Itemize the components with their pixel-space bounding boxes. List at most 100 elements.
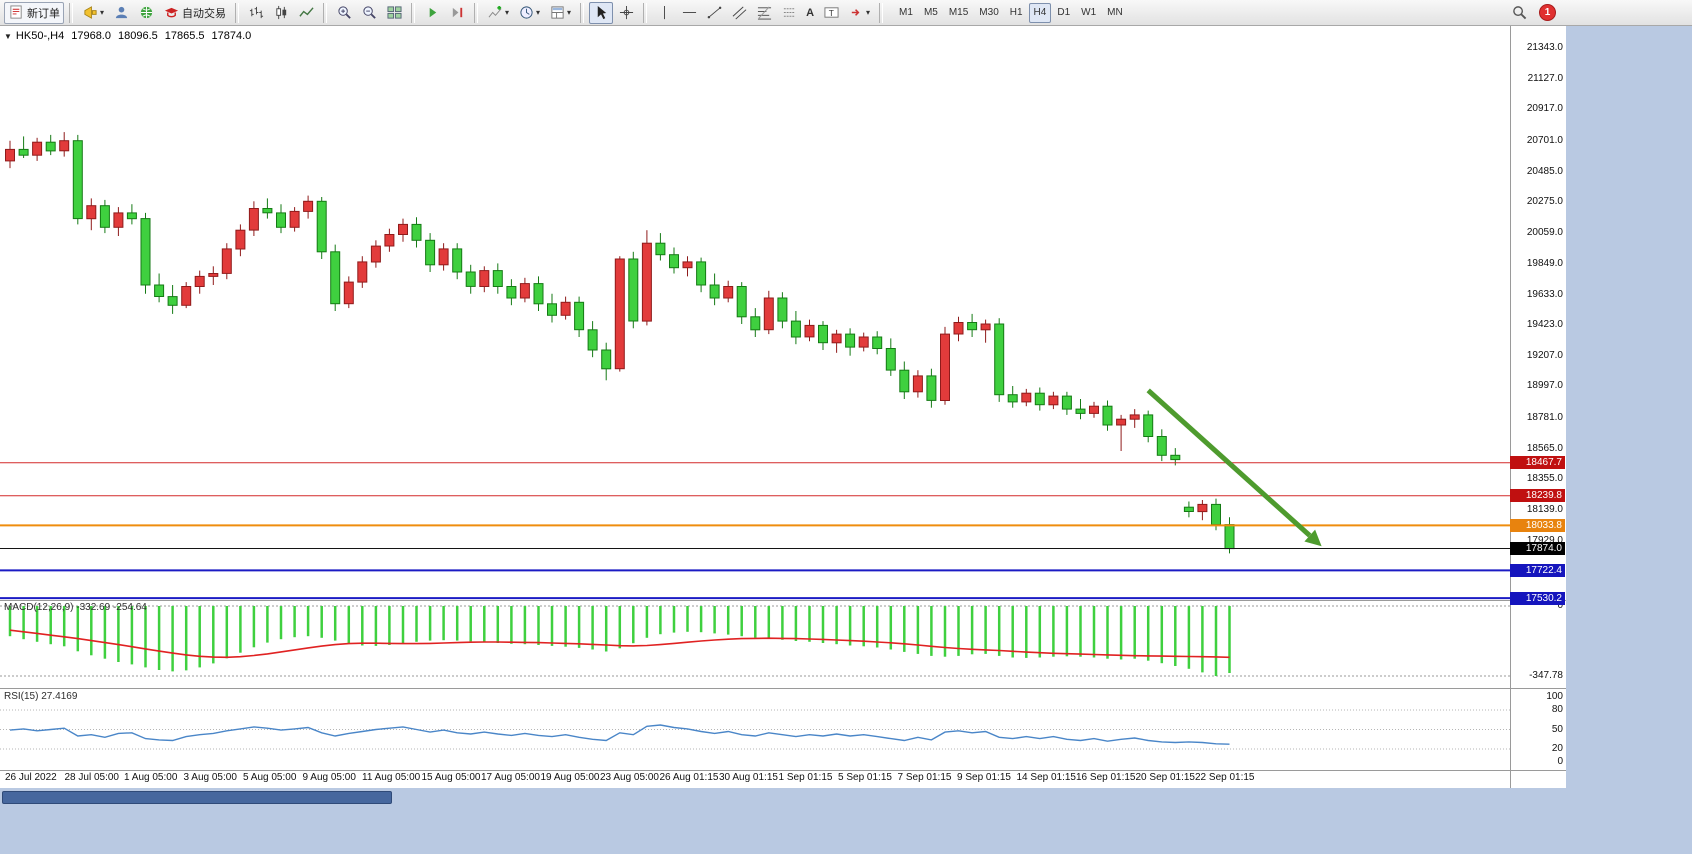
price-axis-label: 19423.0 [1526, 318, 1563, 330]
separator [879, 2, 884, 23]
price-line-tag: 18033.8 [1510, 518, 1565, 532]
symbol-timeframe: HK50-,H4 [15, 30, 65, 42]
auto-scroll-button[interactable] [420, 2, 444, 24]
channel-tool-button[interactable] [727, 2, 751, 24]
rsi-axis-label: 50 [1551, 723, 1563, 735]
ohlc-open: 17968.0 [71, 30, 111, 42]
clock-icon [518, 5, 534, 21]
price-line-tag: 18239.8 [1510, 489, 1565, 503]
price-axis-label: 18565.0 [1526, 442, 1563, 454]
macd-label: MACD(12,26,9) -332.69 -254.64 [4, 602, 147, 613]
ohlc-close: 17874.0 [211, 30, 252, 42]
grid-tool-button[interactable] [777, 2, 801, 24]
svg-text:T: T [828, 8, 833, 18]
community-button[interactable] [134, 2, 158, 24]
panel-separators [0, 26, 1566, 788]
chart-window[interactable]: ▼ HK50-,H4 17968.0 18096.5 17865.5 17874.0 MA… [0, 26, 1566, 788]
vertical-line-tool-button[interactable] [652, 2, 676, 24]
horizontal-scrollbar[interactable] [2, 791, 392, 804]
timeframe-button-H4[interactable]: H4 [1028, 2, 1052, 23]
timeframe-button-M15[interactable]: M15 [944, 3, 973, 23]
fibonacci-tool-button[interactable] [752, 2, 776, 24]
horizontal-line-tool-button[interactable] [677, 2, 701, 24]
cursor-icon [593, 5, 609, 21]
time-axis-label: 5 Aug 05:00 [243, 772, 297, 783]
text-tool-button[interactable]: A [802, 2, 818, 24]
trend-arrow[interactable] [1146, 388, 1322, 547]
price-axis-label: 20275.0 [1526, 196, 1563, 208]
timeframe-button-D1[interactable]: D1 [1052, 3, 1075, 23]
trendline-tool-button[interactable] [702, 2, 726, 24]
macd-axis-label: -347.78 [1529, 670, 1563, 681]
price-axis-label: 17929.0 [1526, 534, 1563, 546]
indicators-button[interactable]: ▾ [483, 2, 513, 24]
line-chart-button[interactable] [294, 2, 318, 24]
cursor-tool-button[interactable] [589, 1, 614, 24]
rsi-axis-label: 0 [1557, 756, 1563, 767]
price-axis-label: 18781.0 [1526, 411, 1563, 423]
timeframe-button-M5[interactable]: M5 [919, 3, 943, 23]
timeframe-button-MN[interactable]: MN [1102, 3, 1128, 23]
price-axis-label: 18139.0 [1526, 504, 1563, 516]
timeframe-button-W1[interactable]: W1 [1076, 3, 1101, 23]
price-axis-label: 19207.0 [1526, 350, 1563, 362]
zoom-in-button[interactable] [332, 2, 356, 24]
search-button[interactable] [1507, 2, 1531, 24]
new-order-button[interactable]: 新订单 [4, 1, 64, 24]
price-axis-label: 21343.0 [1526, 41, 1563, 53]
time-axis-label: 9 Aug 05:00 [302, 772, 356, 783]
crosshair-tool-button[interactable] [614, 2, 638, 24]
profiles-button[interactable] [109, 2, 133, 24]
chart-shift-button[interactable] [445, 2, 469, 24]
horizontal-line-icon [681, 5, 697, 21]
auto-scroll-icon [424, 5, 440, 21]
chart-symbol-header: ▼ HK50-,H4 17968.0 18096.5 17865.5 17874.0 [4, 30, 258, 42]
macd-histogram [8, 606, 1231, 676]
time-axis-label: 11 Aug 05:00 [362, 772, 421, 783]
text-label-tool-button[interactable]: T [819, 2, 843, 24]
periods-button[interactable]: ▾ [514, 2, 544, 24]
chart-canvas[interactable] [0, 26, 1566, 788]
timeframe-button-M30[interactable]: M30 [974, 3, 1003, 23]
chevron-down-icon: ▾ [100, 8, 105, 17]
window-background [1566, 26, 1692, 854]
templates-button[interactable]: ▾ [545, 2, 575, 24]
toolbar: 新订单 ▾ 自动交易 [0, 0, 1692, 26]
tile-windows-button[interactable] [382, 2, 406, 24]
time-axis-label: 15 Aug 05:00 [421, 772, 481, 783]
rsi-axis-label: 100 [1546, 691, 1563, 702]
candlestick-chart-button[interactable] [269, 2, 293, 24]
time-axis-label: 20 Sep 01:15 [1135, 772, 1196, 783]
collapse-icon[interactable]: ▼ [4, 32, 12, 41]
separator [69, 2, 73, 23]
horizontal-lines [0, 462, 1510, 600]
price-axis[interactable]: 21343.0 21127.0 20917.0 20701.0 20485.0 20275… [1510, 26, 1566, 788]
autotrading-icon [163, 5, 179, 21]
time-axis-label: 1 Aug 05:00 [124, 772, 178, 783]
new-chart-button[interactable]: ▾ [78, 2, 108, 24]
price-axis-label: 20059.0 [1526, 227, 1563, 239]
text-label-icon: T [823, 5, 839, 21]
notification-badge[interactable]: 1 [1539, 4, 1556, 21]
time-axis[interactable]: 26 Jul 2022 28 Jul 05:00 1 Aug 05:00 3 Aug … [0, 770, 1510, 788]
macd-axis-label: 0 [1557, 600, 1563, 611]
price-line-tag: 17722.4 [1510, 563, 1565, 577]
bar-chart-button[interactable] [244, 2, 268, 24]
time-axis-label: 5 Sep 01:15 [838, 772, 892, 783]
arrow-shape-icon [848, 5, 864, 21]
timeframe-button-M1[interactable]: M1 [894, 3, 918, 23]
toolbar-right-group: 1 [1507, 2, 1556, 24]
timeframe-button-H1[interactable]: H1 [1005, 3, 1028, 23]
price-axis-label: 20917.0 [1526, 103, 1563, 115]
zoom-out-button[interactable] [357, 2, 381, 24]
arrows-tool-button[interactable]: ▾ [844, 2, 874, 24]
time-axis-label: 26 Jul 2022 [5, 772, 57, 783]
price-axis-label: 20701.0 [1526, 134, 1563, 146]
autotrading-button[interactable]: 自动交易 [159, 2, 230, 24]
separator [474, 2, 479, 23]
search-icon [1511, 5, 1527, 21]
candlestick-chart-icon [273, 5, 289, 21]
tile-windows-icon [386, 5, 402, 21]
timeframe-group: M1 M5 M15 M30 H1 H4 D1 W1 MN [894, 2, 1128, 23]
separator [643, 2, 648, 23]
